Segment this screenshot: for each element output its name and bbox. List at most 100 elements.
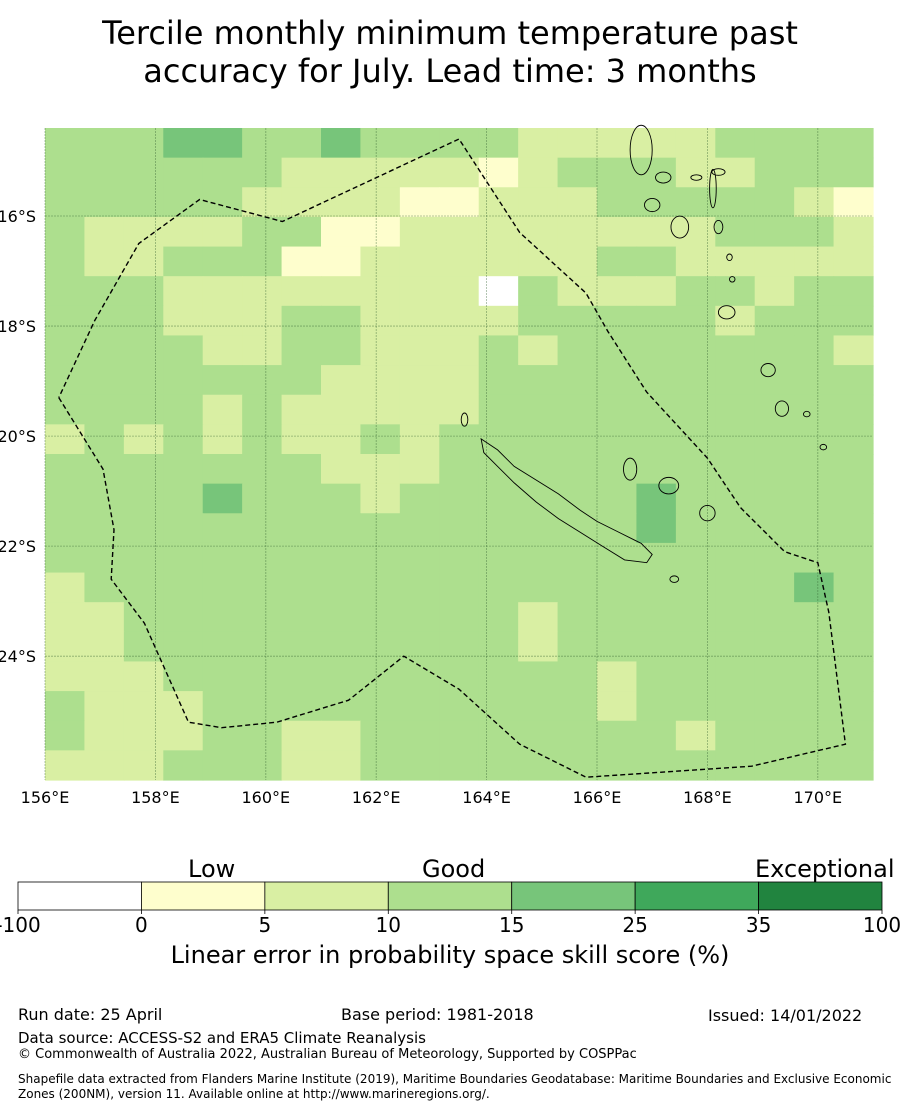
grid-cell xyxy=(399,542,440,574)
grid-cell xyxy=(163,335,204,366)
colorbar-segment xyxy=(634,881,759,911)
grid-cell xyxy=(242,157,283,188)
grid-cell xyxy=(360,276,401,307)
colorbar-title: Linear error in probability space skill … xyxy=(170,941,730,969)
grid-cell xyxy=(84,335,125,366)
grid-cell xyxy=(675,661,716,692)
grid-cell xyxy=(636,572,677,603)
grid-cell xyxy=(360,128,401,159)
grid-cell xyxy=(754,720,795,751)
grid-cell xyxy=(202,157,243,188)
grid-cell xyxy=(636,542,677,574)
grid-cell xyxy=(597,483,638,514)
grid-cell xyxy=(675,602,716,633)
base-period: Base period: 1981-2018 xyxy=(341,1005,534,1024)
grid-cell xyxy=(281,276,322,307)
grid-cell xyxy=(84,157,125,188)
grid-cell xyxy=(84,424,125,455)
island-coastline xyxy=(713,219,724,235)
grid-cell xyxy=(281,335,322,366)
grid-cell xyxy=(242,187,283,218)
grid-cell xyxy=(478,128,519,159)
grid-cell xyxy=(163,631,204,663)
grid-cell xyxy=(281,750,322,781)
grid-cell xyxy=(518,128,559,159)
grid-cell xyxy=(163,128,204,159)
grid-cell xyxy=(123,424,164,455)
grid-cell xyxy=(557,424,598,455)
longitude-label: 158°E xyxy=(131,788,180,807)
grid-cell xyxy=(636,631,677,663)
colorbar-tick-label: 25 xyxy=(622,913,647,937)
grid-cell xyxy=(123,661,164,692)
latitude-label: 22°S xyxy=(0,537,36,556)
grid-cell xyxy=(439,128,480,159)
latitude-label: 20°S xyxy=(0,427,36,446)
grid-cell xyxy=(597,157,638,188)
skill-grid xyxy=(45,128,874,781)
grid-cell xyxy=(321,394,362,425)
longitude-label: 170°E xyxy=(793,788,842,807)
grid-cell xyxy=(833,661,874,692)
colorbar-tick-label: 10 xyxy=(376,913,401,937)
grid-cell xyxy=(123,335,164,366)
grid-cell xyxy=(518,542,559,574)
grid-cell xyxy=(597,394,638,425)
grid-cell xyxy=(123,454,164,485)
grid-cell xyxy=(321,750,362,781)
grid-cell xyxy=(321,454,362,485)
grid-cell xyxy=(833,394,874,425)
grid-cell xyxy=(84,631,125,663)
grid-cell xyxy=(321,335,362,366)
grid-cell xyxy=(478,691,519,722)
grid-cell xyxy=(675,513,716,544)
grid-cell xyxy=(281,542,322,574)
grid-cell xyxy=(399,365,440,396)
grid-cell xyxy=(754,187,795,218)
grid-cell xyxy=(242,631,283,663)
grid-cell xyxy=(675,276,716,307)
grid-cell xyxy=(754,542,795,574)
shapefile-credit: Shapefile data extracted from Flanders M… xyxy=(18,1072,892,1101)
grid-cell xyxy=(439,602,480,633)
grid-cell xyxy=(123,720,164,751)
grid-cell xyxy=(833,602,874,633)
grid-cell xyxy=(281,513,322,544)
grid-cell xyxy=(833,157,874,188)
grid-cell xyxy=(754,424,795,455)
longitude-label: 168°E xyxy=(683,788,732,807)
grid-cell xyxy=(518,335,559,366)
grid-cell xyxy=(478,246,519,277)
grid-cell xyxy=(754,602,795,633)
grid-cell xyxy=(833,216,874,248)
grid-cell xyxy=(45,305,86,337)
grid-cell xyxy=(478,157,519,188)
grid-cell xyxy=(321,661,362,692)
colorbar-segment xyxy=(758,881,883,911)
grid-cell xyxy=(84,276,125,307)
grid-cell xyxy=(439,483,480,514)
grid-cell xyxy=(399,602,440,633)
grid-cell xyxy=(754,128,795,159)
grid-cell xyxy=(45,246,86,277)
skill-map: 156°E 158°E 160°E 162°E 164°E 166°E 168°E 170°E… xyxy=(0,124,874,807)
graticule xyxy=(44,128,873,780)
grid-cell xyxy=(439,365,480,396)
grid-cell xyxy=(281,187,322,218)
grid-cell xyxy=(439,157,480,188)
grid-cell xyxy=(281,691,322,722)
grid-cell xyxy=(794,602,835,633)
grid-cell xyxy=(754,246,795,277)
grid-cell xyxy=(202,483,243,514)
grid-cell xyxy=(754,216,795,248)
grid-cell xyxy=(123,572,164,603)
grid-cell xyxy=(281,128,322,159)
grid-cell xyxy=(715,424,756,455)
grid-cell xyxy=(754,750,795,781)
grid-cell xyxy=(360,365,401,396)
grid-cell xyxy=(833,542,874,574)
colorbar-segment xyxy=(264,881,389,911)
grid-cell xyxy=(360,305,401,337)
grid-cell xyxy=(478,602,519,633)
grid-cell xyxy=(399,246,440,277)
